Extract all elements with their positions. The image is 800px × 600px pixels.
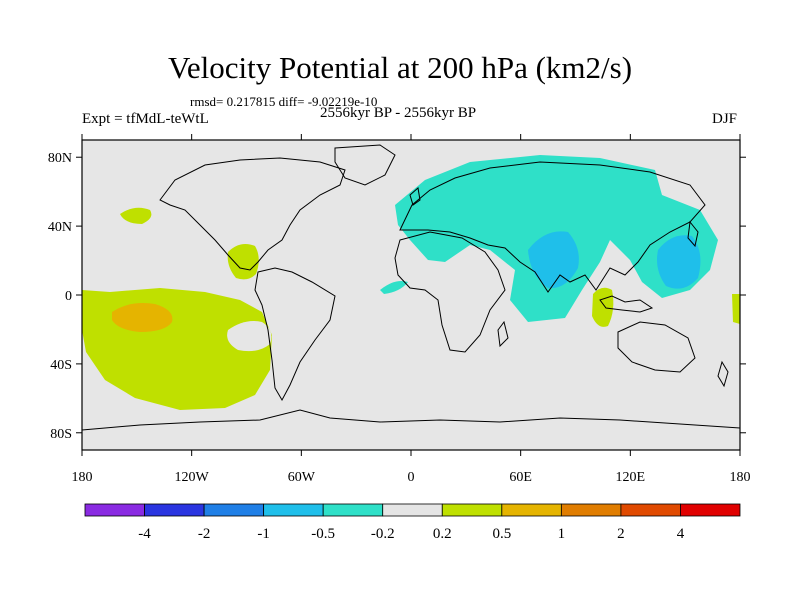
- map-title: Velocity Potential at 200 hPa (km2/s): [167, 50, 633, 85]
- colorbar-swatch: [620, 503, 681, 517]
- lon-tick-label: 60W: [288, 470, 316, 485]
- lat-tick-label: 0: [65, 289, 72, 304]
- colorbar-swatch: [560, 503, 622, 517]
- colorbar-label: -0.2: [371, 526, 395, 542]
- colorbar-swatch: [382, 503, 443, 517]
- neg-anomaly-pacific-core: [657, 235, 701, 289]
- neg-anomaly-west-africa: [380, 281, 408, 294]
- colorbar-label: -0.5: [311, 526, 335, 542]
- coast-indonesia: [599, 295, 654, 313]
- pos-anomaly-pacific-core: [112, 303, 173, 332]
- colorbar-label: 1: [558, 526, 566, 542]
- coast-japan: [687, 220, 699, 248]
- colorbar-swatch: [441, 503, 503, 517]
- coast-australia: [617, 321, 696, 373]
- colorbar-swatch: [203, 503, 265, 517]
- colorbar-label: -1: [257, 526, 270, 542]
- neg-anomaly-india-core: [528, 231, 579, 289]
- coast-madagascar: [497, 320, 509, 348]
- pos-anomaly-north-pacific: [120, 207, 152, 224]
- pos-anomaly-dateline-east: [732, 294, 740, 324]
- colorbar-label: 2: [617, 526, 625, 542]
- lat-tick-label: 40S: [50, 358, 72, 373]
- colorbar-label: 0.5: [492, 526, 511, 542]
- lon-tick-label: 180: [72, 470, 93, 485]
- period-label: 2556kyr BP - 2556kyr BP: [320, 105, 477, 121]
- lat-tick-label: 80N: [48, 151, 72, 166]
- lon-tick-label: 120E: [616, 470, 646, 485]
- colorbar-swatch: [680, 503, 741, 517]
- pos-anomaly-central-america: [227, 244, 259, 280]
- stats-line: rmsd= 0.217815 diff= -9.02219e-10: [190, 94, 378, 109]
- lon-tick-label: 0: [408, 470, 415, 485]
- lat-tick-label: 80S: [50, 427, 72, 442]
- coast-antarctica: [82, 409, 740, 431]
- coast-africa: [394, 231, 506, 353]
- season-label: DJF: [712, 111, 738, 127]
- colorbar-label: 4: [677, 526, 685, 542]
- lat-tick-label: 40N: [48, 220, 72, 235]
- colorbar-swatch: [144, 503, 205, 517]
- coast-eurasia: [399, 161, 706, 293]
- pos-anomaly-maritime: [592, 287, 614, 327]
- colorbar-swatch: [322, 503, 384, 517]
- coast-new-zealand: [717, 360, 729, 388]
- colorbar-swatch: [501, 503, 562, 517]
- coast-north-america: [159, 157, 346, 271]
- lon-tick-label: 120W: [175, 470, 210, 485]
- coast-south-america: [254, 267, 336, 402]
- neg-anomaly-pacific-hole: [227, 321, 272, 352]
- experiment-label: Expt = tfMdL-teWtL: [82, 111, 209, 127]
- colorbar-label: -2: [198, 526, 211, 542]
- lon-tick-label: 60E: [509, 470, 532, 485]
- coast-uk: [409, 187, 421, 206]
- colorbar-swatch: [84, 503, 145, 517]
- coast-greenland: [334, 144, 396, 186]
- colorbar-swatch: [263, 503, 324, 517]
- lon-tick-label: 180: [730, 470, 751, 485]
- colorbar-label: 0.2: [433, 526, 452, 542]
- colorbar-label: -4: [138, 526, 151, 542]
